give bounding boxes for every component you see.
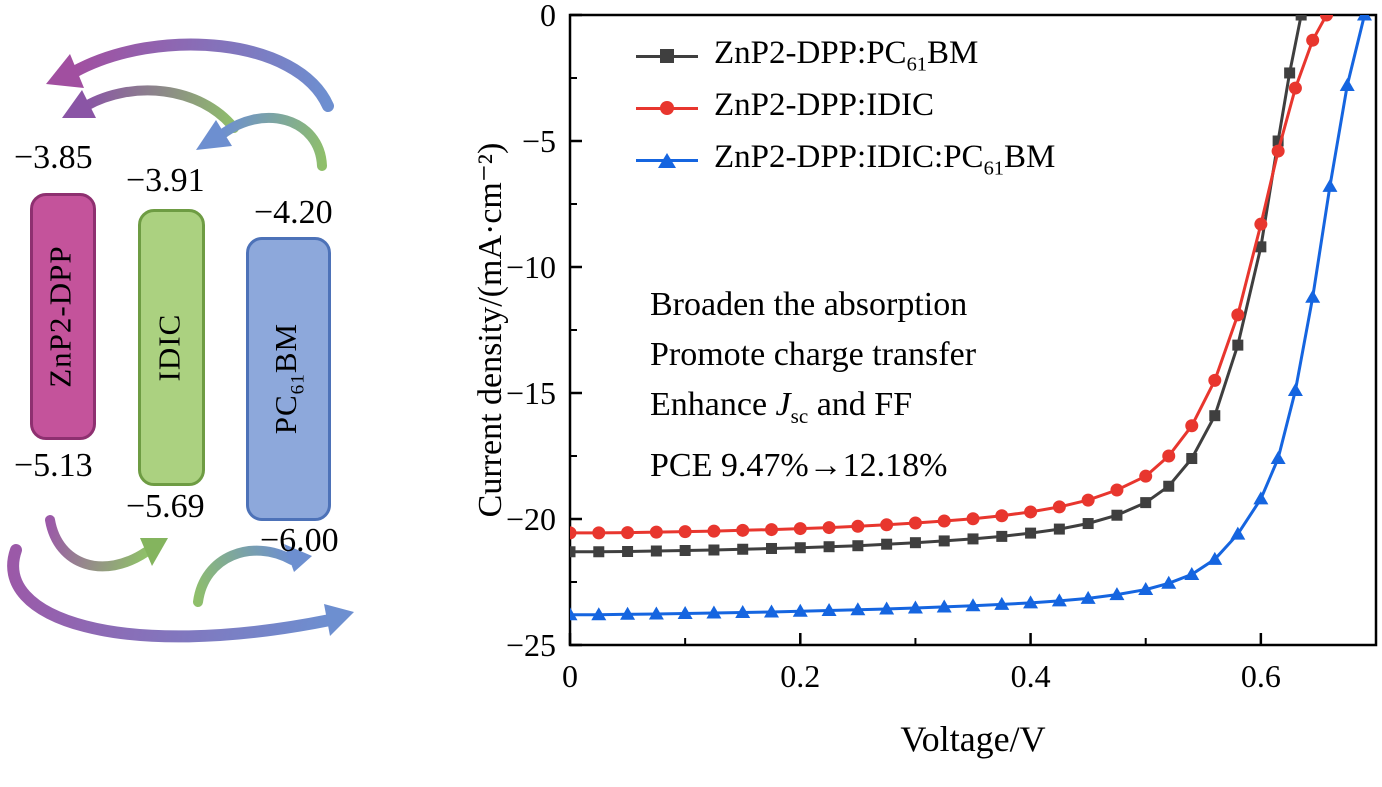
material-label-pc61bm: PC61BM bbox=[267, 323, 309, 435]
material-label-znp2dpp: ZnP2-DPP bbox=[42, 245, 78, 388]
series-ZnP2-DPP:PC61BM bbox=[570, 15, 1307, 558]
lumo-level-znp2dpp: −3.85 bbox=[14, 139, 93, 176]
homo-level-pc61bm: −6.00 bbox=[260, 522, 339, 559]
series-ZnP2-DPP:IDIC bbox=[570, 15, 1333, 540]
top-charge-transfer-arrow-3-icon bbox=[196, 112, 327, 171]
legend-circle-marker-icon bbox=[636, 98, 698, 118]
svg-text:0.2: 0.2 bbox=[780, 658, 820, 694]
legend-label: ZnP2-DPP:IDIC:PC61BM bbox=[714, 139, 1056, 180]
x-axis-label: Voltage/V bbox=[900, 719, 1046, 759]
material-label-idic: IDIC bbox=[150, 313, 186, 382]
annotation-line-1: Broaden the absorption bbox=[650, 286, 968, 323]
bottom-charge-transfer-arrow-icon bbox=[45, 515, 168, 572]
x-axis-ticks: 0 0.2 0.4 0.6 bbox=[562, 633, 1377, 694]
legend-triangle-marker-icon bbox=[636, 150, 698, 170]
bottom-charge-transfer-arrow-3-icon bbox=[193, 544, 312, 607]
charge-transfer-arrows bbox=[7, 38, 354, 643]
bottom-charge-transfer-arrow-2-icon bbox=[7, 544, 354, 643]
svg-text:0: 0 bbox=[540, 0, 556, 33]
svg-text:−15: −15 bbox=[506, 375, 556, 411]
svg-text:0: 0 bbox=[562, 658, 578, 694]
svg-text:−5: −5 bbox=[522, 123, 556, 159]
legend-label: ZnP2-DPP:IDIC bbox=[714, 87, 935, 124]
top-charge-transfer-arrow-2-icon bbox=[62, 85, 239, 133]
lumo-level-pc61bm: −4.20 bbox=[254, 194, 333, 231]
legend-square-marker-icon bbox=[636, 46, 698, 66]
y-axis-label: Current density/(mA·cm⁻²) bbox=[472, 142, 509, 518]
material-box-znp2dpp: ZnP2-DPP bbox=[30, 193, 96, 440]
jv-curve-chart: 0 0.2 0.4 0.6 0 −5 −10 −15 −20 −25 Current densit… bbox=[460, 0, 1382, 787]
legend: ZnP2-DPP:PC61BM ZnP2-DPP:IDIC ZnP2-DPP:I… bbox=[636, 34, 1055, 182]
top-charge-transfer-arrow-icon bbox=[46, 38, 334, 112]
svg-text:−10: −10 bbox=[506, 249, 556, 285]
annotation-block: Broaden the absorption Promote charge tr… bbox=[650, 280, 976, 491]
homo-level-idic: −5.69 bbox=[126, 488, 205, 525]
lumo-level-idic: −3.91 bbox=[126, 162, 205, 199]
annotation-line-2: Promote charge transfer bbox=[650, 336, 977, 373]
jv-plot-canvas: 0 0.2 0.4 0.6 0 −5 −10 −15 −20 −25 bbox=[506, 0, 1378, 694]
material-box-pc61bm: PC61BM bbox=[246, 237, 331, 521]
legend-item-idic: ZnP2-DPP:IDIC bbox=[636, 86, 1055, 130]
homo-level-znp2dpp: −5.13 bbox=[14, 447, 93, 484]
energy-level-diagram: −3.85 ZnP2-DPP −5.13 −3.91 IDIC −5.69 −4… bbox=[0, 0, 460, 787]
svg-text:−25: −25 bbox=[506, 627, 556, 663]
annotation-line-3: Enhance Jsc and FF bbox=[650, 386, 913, 428]
legend-label: ZnP2-DPP:PC61BM bbox=[714, 35, 979, 76]
series-ZnP2-DPP:IDIC:PC61BM bbox=[570, 15, 1372, 621]
svg-text:−20: −20 bbox=[506, 501, 556, 537]
material-box-idic: IDIC bbox=[138, 209, 205, 486]
svg-text:0.6: 0.6 bbox=[1241, 658, 1281, 694]
legend-item-pc61bm: ZnP2-DPP:PC61BM bbox=[636, 34, 1055, 78]
y-axis-ticks: 0 −5 −10 −15 −20 −25 bbox=[506, 0, 582, 663]
legend-item-ternary: ZnP2-DPP:IDIC:PC61BM bbox=[636, 138, 1055, 182]
annotation-line-4: PCE 9.47%→12.18% bbox=[650, 446, 948, 484]
svg-text:0.4: 0.4 bbox=[1011, 658, 1051, 694]
